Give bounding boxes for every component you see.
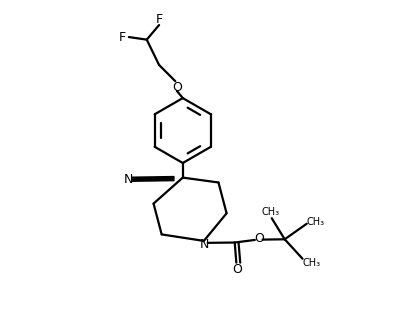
- Text: F: F: [119, 31, 126, 44]
- Text: O: O: [232, 263, 242, 276]
- Text: O: O: [172, 81, 182, 94]
- Text: CH₃: CH₃: [261, 207, 280, 217]
- Text: F: F: [156, 13, 163, 26]
- Text: CH₃: CH₃: [302, 258, 321, 268]
- Text: O: O: [254, 232, 263, 245]
- Text: N: N: [124, 173, 133, 186]
- Text: CH₃: CH₃: [307, 217, 325, 228]
- Text: N: N: [200, 238, 209, 251]
